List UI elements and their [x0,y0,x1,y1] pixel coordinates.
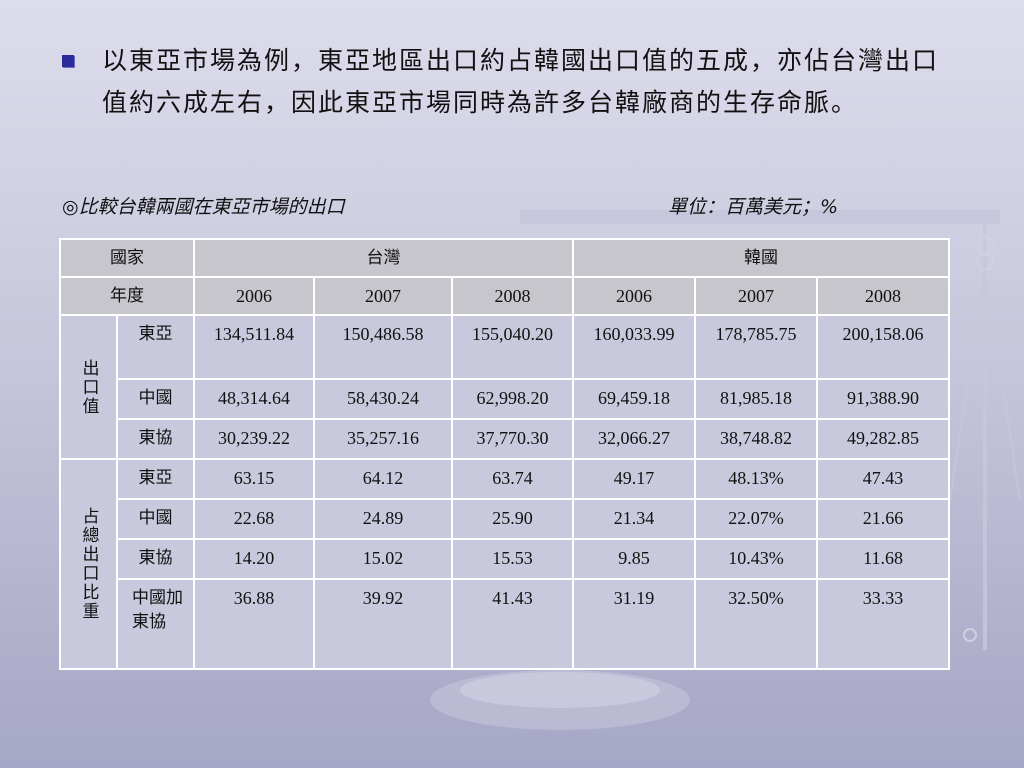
table-row: 中國 48,314.64 58,430.24 62,998.20 69,459.… [60,378,951,420]
value-cell: 15.53 [450,538,575,580]
value-cell: 160,033.99 [572,314,697,380]
value-cell: 155,040.20 [450,314,575,380]
year-cell: 2007 [694,276,819,316]
year-cell: 2008 [816,276,951,316]
table-row: 中國加東協 36.88 39.92 41.43 31.19 32.50% 33.… [60,578,951,670]
export-comparison-table: 國家 台灣 韓國 年度 2006 2007 2008 2006 2007 200… [59,238,951,670]
value-cell: 11.68 [816,538,951,580]
value-cell: 30,239.22 [193,418,315,460]
value-cell: 58,430.24 [313,378,453,420]
year-cell: 2006 [572,276,697,316]
row-label: 中國 [116,498,195,540]
row-label: 東協 [116,418,195,460]
value-cell: 25.90 [450,498,575,540]
group-share-cell: 占總出口比重 [59,458,118,670]
group-export-cell: 出口值 [59,314,118,460]
row-label: 中國 [116,378,195,420]
value-cell: 10.43% [694,538,819,580]
value-cell: 24.89 [313,498,453,540]
value-cell: 14.20 [193,538,315,580]
value-cell: 33.33 [816,578,951,670]
value-cell: 63.74 [450,458,575,500]
value-cell: 200,158.06 [816,314,951,380]
value-cell: 38,748.82 [694,418,819,460]
row-label: 東亞 [116,314,195,380]
row-label: 東協 [116,538,195,580]
value-cell: 35,257.16 [313,418,453,460]
value-cell: 37,770.30 [450,418,575,460]
bullet-marker [62,55,74,67]
year-cell: 2007 [313,276,453,316]
value-cell: 81,985.18 [694,378,819,420]
value-cell: 48.13% [694,458,819,500]
value-cell: 39.92 [313,578,453,670]
value-cell: 49,282.85 [816,418,951,460]
value-cell: 49.17 [572,458,697,500]
table-row: 出口值 東亞 134,511.84 150,486.58 155,040.20 … [59,314,951,460]
value-cell: 36.88 [193,578,315,670]
table-row: 東協 30,239.22 35,257.16 37,770.30 32,066.… [60,418,951,460]
unit-label: 單位：百萬美元；% [668,196,839,218]
value-cell: 91,388.90 [816,378,951,420]
value-cell: 22.68 [193,498,315,540]
year-cell: 2008 [450,276,575,316]
value-cell: 150,486.58 [313,314,453,380]
header-taiwan: 台灣 [192,238,575,278]
value-cell: 32,066.27 [572,418,697,460]
group-share-label: 占總出口比重 [78,507,99,621]
value-cell: 31.19 [572,578,697,670]
table-row: 中國 22.68 24.89 25.90 21.34 22.07% 21.66 [60,498,951,540]
value-cell: 69,459.18 [572,378,697,420]
header-korea: 韓國 [572,238,951,278]
bullet-text: 以東亞市場為例，東亞地區出口約占韓國出口值的五成，亦佔台灣出口值約六成左右，因此… [102,46,940,117]
value-cell: 134,511.84 [193,314,315,380]
row-label: 中國加東協 [116,578,195,670]
value-cell: 178,785.75 [694,314,819,380]
value-cell: 63.15 [193,458,315,500]
value-cell: 48,314.64 [193,378,315,420]
value-cell: 47.43 [816,458,951,500]
header-country: 國家 [59,238,195,278]
value-cell: 21.34 [572,498,697,540]
header-year-label: 年度 [59,276,195,316]
table-caption: ◎比較台韓兩國在東亞市場的出口 [62,196,345,218]
value-cell: 41.43 [450,578,575,670]
value-cell: 9.85 [572,538,697,580]
row-label: 東亞 [116,458,195,500]
value-cell: 64.12 [313,458,453,500]
value-cell: 21.66 [816,498,951,540]
table-row: 東協 14.20 15.02 15.53 9.85 10.43% 11.68 [60,538,951,580]
year-cell: 2006 [193,276,315,316]
value-cell: 15.02 [313,538,453,580]
value-cell: 62,998.20 [450,378,575,420]
table-row: 占總出口比重 東亞 63.15 64.12 63.74 49.17 48.13%… [59,458,951,670]
value-cell: 22.07% [694,498,819,540]
value-cell: 32.50% [694,578,819,670]
group-export-label: 出口值 [78,358,99,416]
